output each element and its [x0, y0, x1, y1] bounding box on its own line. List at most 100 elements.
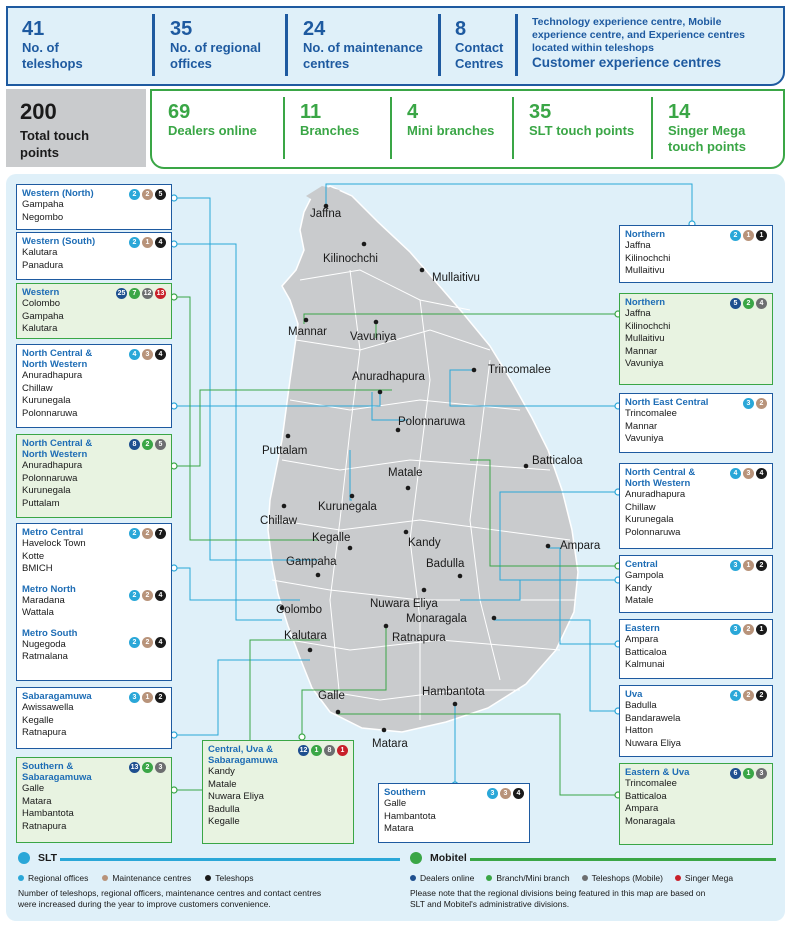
stat-mini-branches: 4 Mini branches — [407, 101, 495, 138]
town-label: Vavuniya — [350, 331, 397, 343]
singer-mega-icon — [674, 875, 681, 881]
divider — [515, 14, 518, 76]
town-label: Polonnaruwa — [398, 416, 466, 428]
town-label: Chillaw — [260, 515, 298, 527]
town-label: Ampara — [560, 540, 601, 552]
town-label: Ratnapura — [392, 632, 446, 644]
maintenance-centre-icon — [102, 875, 109, 881]
slt-stats-panel: 41 No. of teleshops 35 No. of regional o… — [6, 6, 785, 86]
region-box-western-mobitel: Western 25 7 12 13 Colombo Gampaha Kalutara — [16, 283, 172, 339]
divider — [285, 14, 288, 76]
town-label: Colombo — [276, 604, 323, 616]
total-touch-points: 200 Total touch points — [6, 89, 146, 167]
stat-branches: 11 Branches — [300, 101, 360, 138]
mobitel-connectors — [176, 296, 616, 796]
town-label: Batticaloa — [532, 455, 583, 467]
customer-experience-centres: Technology experience centre, Mobile exp… — [532, 16, 746, 70]
slt-legend-title: SLT — [38, 852, 58, 864]
divider — [438, 14, 441, 76]
town-label: Kurunegala — [318, 501, 377, 513]
stat-singer-mega: 14 Singer Mega touch points — [668, 101, 746, 154]
stat-regional-offices: 35 No. of regional offices — [170, 18, 261, 71]
divider — [390, 97, 392, 159]
region-box-central-uva-sabaragamuwa: Central, Uva & Sabaragamuwa 12 1 8 1 Kandy … — [202, 740, 354, 844]
town-label: Kandy — [408, 537, 441, 549]
branch-icon — [486, 875, 493, 881]
count-badges: 25 7 12 13 — [116, 288, 166, 299]
dealer-online-icon — [410, 875, 416, 881]
stat-teleshops: 41 No. of teleshops — [22, 18, 83, 71]
mobitel-legend-title: Mobitel — [430, 852, 467, 864]
town-label: Monaragala — [406, 613, 467, 625]
divider — [152, 14, 155, 76]
slt-footnote: Number of teleshops, regional officers, … — [18, 888, 322, 909]
district-borders — [271, 269, 575, 720]
jaffna-peninsula — [306, 186, 340, 202]
stat-slt-touch-points: 35 SLT touch points — [529, 101, 635, 138]
town-label: Badulla — [426, 558, 465, 570]
mobitel-legend-bar — [470, 858, 776, 861]
count-badges: 12 1 8 1 — [298, 745, 348, 756]
stat-maintenance-centres: 24 No. of maintenance centres — [303, 18, 423, 71]
town-label: Hambantota — [422, 686, 485, 698]
mobitel-footnote: Please note that the regional divisions … — [410, 888, 706, 909]
town-label: Matara — [372, 738, 408, 750]
town-label: Jaffna — [310, 208, 342, 220]
town-dots — [279, 203, 551, 733]
slt-legend-icon — [18, 852, 30, 864]
mobitel-legend-items: Dealers online Branch/Mini branch Telesh… — [410, 873, 733, 883]
regional-office-icon — [18, 875, 24, 881]
count-badges: 13 2 3 — [129, 762, 166, 773]
town-label: Gampaha — [286, 556, 337, 568]
town-label: Mannar — [288, 326, 327, 338]
teleshop-icon — [205, 875, 212, 881]
town-label: Nuwara Eliya — [370, 598, 438, 610]
town-label: Kalutara — [284, 630, 327, 642]
mobitel-legend-icon — [410, 852, 422, 864]
divider — [512, 97, 514, 159]
town-label: Anuradhapura — [352, 371, 425, 383]
stat-contact-centres: 8 Contact Centres — [455, 18, 504, 71]
divider — [651, 97, 653, 159]
town-label: Mullaitivu — [432, 272, 480, 284]
town-label: Puttalam — [262, 445, 308, 457]
mobile-teleshop-icon — [581, 875, 588, 881]
town-label: Kilinochchi — [323, 253, 378, 265]
island-shape — [267, 185, 579, 733]
slt-legend-items: Regional offices Maintenance centres Tel… — [18, 873, 254, 883]
slt-legend-bar — [60, 858, 400, 861]
divider — [283, 97, 285, 159]
mobitel-stats-panel: 69 Dealers online 11 Branches 4 Mini bra… — [150, 89, 785, 169]
region-box-southern-sabaragamuwa: Southern & Sabaragamuwa 13 2 3 Galle Matar… — [16, 757, 172, 843]
town-label: Kegalle — [312, 532, 351, 544]
town-label: Galle — [318, 690, 345, 702]
